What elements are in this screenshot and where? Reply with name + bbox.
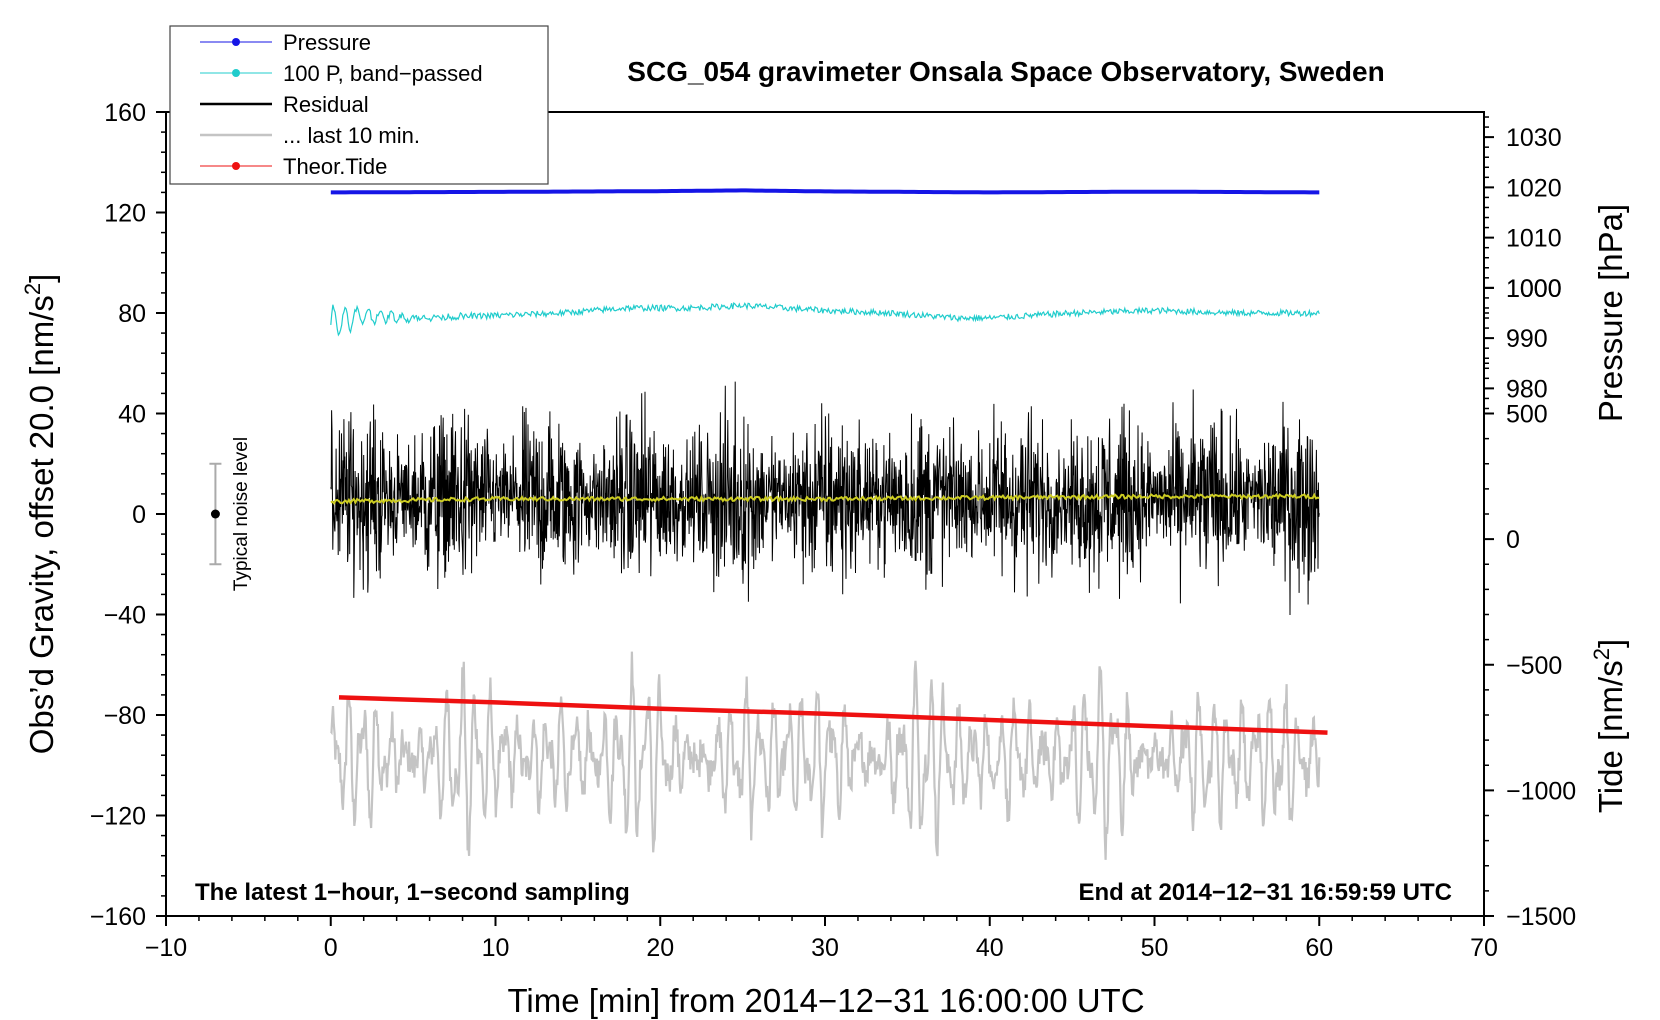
y-axis-title-tide: Tide [nm/s2] <box>1589 639 1629 813</box>
legend-label: ... last 10 min. <box>283 123 420 148</box>
noise-indicator: Typical noise level <box>209 437 252 591</box>
chart-title: SCG_054 gravimeter Onsala Space Observat… <box>627 56 1384 87</box>
y-tick-label-left: 160 <box>104 99 146 127</box>
axes-layer: −10 0 10 20 30 40 50 60 7016012080400−40−80−120−… <box>90 99 1577 962</box>
y-axis-title-left: Obs’d Gravity, offset 20.0 [nm/s2] <box>20 274 60 755</box>
x-tick-label: 60 <box>1305 934 1333 962</box>
y-tick-label-left: 80 <box>118 300 146 328</box>
pressure-tick-label: 980 <box>1506 375 1548 403</box>
pressure-tick-label: 1010 <box>1506 225 1562 253</box>
x-tick-label: 50 <box>1141 934 1169 962</box>
x-tick-label: 40 <box>976 934 1004 962</box>
pressure-tick-label: 1030 <box>1506 124 1562 152</box>
legend-label: Residual <box>283 92 369 117</box>
x-tick-label: 30 <box>811 934 839 962</box>
series-bandpassed-line <box>330 302 1320 337</box>
y-tick-label-left: 0 <box>132 501 146 529</box>
x-tick-label: 10 <box>482 934 510 962</box>
x-tick-label: 0 <box>324 934 338 962</box>
x-tick-label: 20 <box>646 934 674 962</box>
tide-tick-label: −1500 <box>1506 903 1576 931</box>
annotation-bottom-right: End at 2014−12−31 16:59:59 UTC <box>1078 879 1452 906</box>
series-pressure-line <box>330 188 1320 195</box>
legend-swatch-marker <box>232 162 240 170</box>
noise-bar-center-dot <box>210 509 220 519</box>
y-axis-title-pressure: Pressure [hPa] <box>1592 204 1629 422</box>
legend: Pressure 100 P, band−passed Residual ... la… <box>169 25 549 185</box>
tide-tick-label: −500 <box>1506 652 1562 680</box>
pressure-tick-label: 1020 <box>1506 174 1562 202</box>
tide-tick-label: 1000 <box>1506 275 1562 303</box>
x-tick-label: −10 <box>145 934 187 962</box>
series-tide-line <box>338 695 1328 735</box>
y-tick-label-left: 120 <box>104 200 146 228</box>
y-tick-label-left: −40 <box>104 602 146 630</box>
legend-swatch-marker <box>232 38 240 46</box>
pressure-tick-label: 1000 <box>1506 275 1562 303</box>
noise-label: Typical noise level <box>231 437 252 591</box>
series-last10min-line <box>329 651 1321 860</box>
x-axis-title: Time [min] from 2014−12−31 16:00:00 UTC <box>507 982 1144 1019</box>
legend-label: 100 P, band−passed <box>283 61 483 86</box>
tide-tick-label: 500 <box>1506 401 1548 429</box>
x-tick-label: 70 <box>1470 934 1498 962</box>
y-tick-label-left: −160 <box>90 903 146 931</box>
legend-swatch-marker <box>232 69 240 77</box>
annotation-bottom-left: The latest 1−hour, 1−second sampling <box>195 879 630 906</box>
tide-tick-label: 0 <box>1506 526 1520 554</box>
pressure-tick-label: 990 <box>1506 325 1548 353</box>
legend-label: Pressure <box>283 30 371 55</box>
y-tick-label-left: −80 <box>104 702 146 730</box>
series-residual-line <box>330 381 1320 616</box>
data-layer <box>329 188 1328 860</box>
tide-tick-label: −1000 <box>1506 777 1576 805</box>
legend-label: Theor.Tide <box>283 154 387 179</box>
y-tick-label-left: −120 <box>90 803 146 831</box>
y-tick-label-left: 40 <box>118 401 146 429</box>
series-residual-smoothed-line <box>330 492 1320 505</box>
